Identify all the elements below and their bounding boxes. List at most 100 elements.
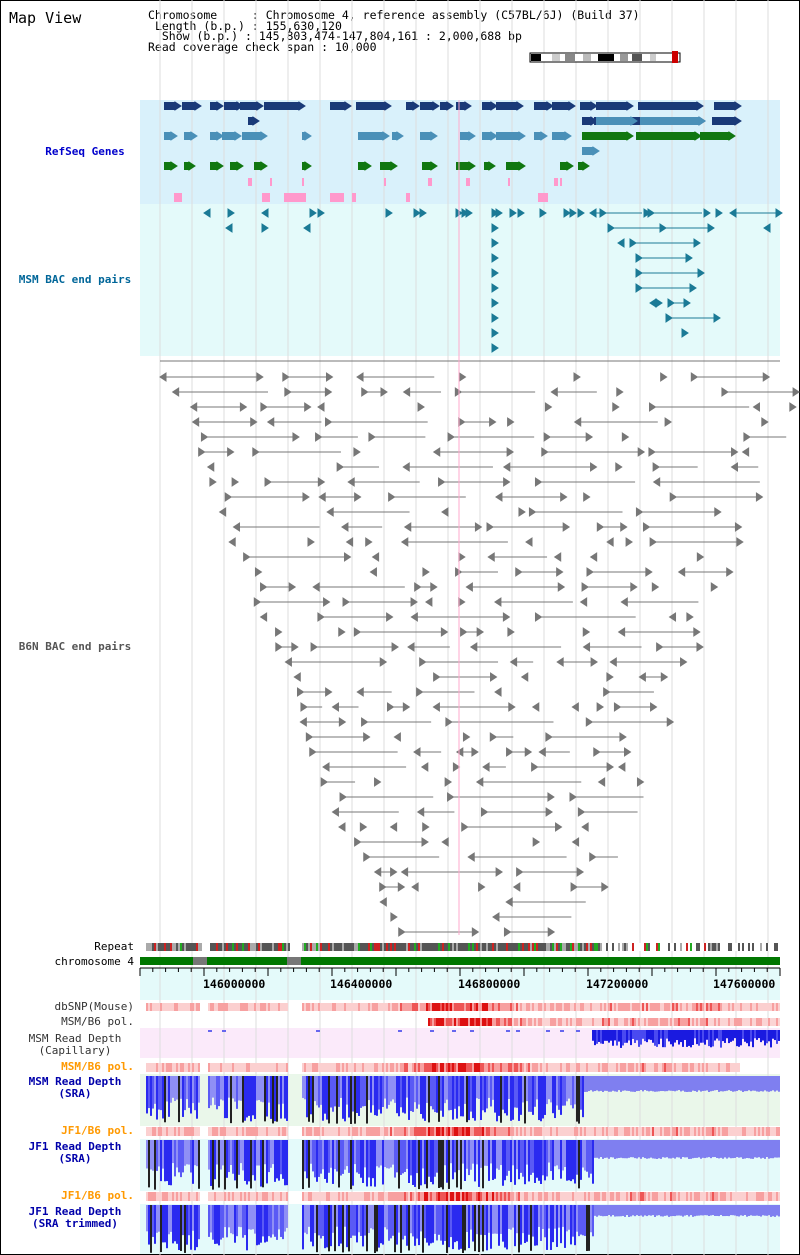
depth-bar <box>424 1140 426 1185</box>
heat-cell <box>678 1018 680 1026</box>
depth-bar <box>776 1076 778 1091</box>
gene-feature <box>248 117 254 125</box>
depth-bar <box>154 1205 156 1244</box>
depth-bar <box>612 1140 614 1158</box>
chromosome-ideogram[interactable] <box>529 51 681 63</box>
bac-end-icon <box>502 462 511 472</box>
heat-cell <box>710 1003 712 1011</box>
heat-cell <box>422 1063 424 1072</box>
gene-strand-icon <box>364 161 372 171</box>
b6n-bac-features[interactable] <box>159 360 800 937</box>
heat-cell <box>680 1127 682 1136</box>
depth-bar <box>620 1140 622 1158</box>
depth-bar <box>276 1205 278 1240</box>
refseq-gene-features[interactable] <box>164 101 742 202</box>
depth-bar <box>604 1076 606 1091</box>
heat-cell <box>458 1192 460 1201</box>
heat-cell <box>348 1003 350 1011</box>
heat-cell <box>726 1003 728 1011</box>
repeat-mark <box>478 943 480 951</box>
map-title: Map View <box>9 9 82 27</box>
heat-cell <box>356 1192 358 1201</box>
bac-end-icon <box>503 927 512 937</box>
heat-cell <box>546 1003 548 1011</box>
heat-cell <box>590 1127 592 1136</box>
depth-bar <box>628 1076 630 1091</box>
heat-cell <box>268 1127 270 1136</box>
heat-cell <box>164 1192 166 1201</box>
heat-cell <box>716 1192 718 1201</box>
depth-bar <box>446 1205 448 1253</box>
gene-strand-icon <box>490 101 498 111</box>
heat-cell <box>490 1063 492 1072</box>
heat-cell <box>458 1127 460 1136</box>
depth-bar <box>258 1205 260 1245</box>
heat-cell <box>550 1003 552 1011</box>
msm-bac-label[interactable]: MSM BAC end pairs <box>18 273 132 286</box>
heat-cell <box>454 1003 456 1011</box>
heat-cell <box>524 1003 526 1011</box>
bac-end-icon <box>458 597 466 607</box>
heat-cell <box>460 1063 462 1072</box>
depth-bar <box>408 1076 410 1120</box>
depth-bar <box>770 1140 772 1159</box>
depth-bar <box>370 1205 372 1229</box>
bac-end-icon <box>421 837 429 847</box>
heat-cell <box>378 1192 380 1201</box>
repeat-mark <box>258 943 260 951</box>
bac-end-icon <box>379 897 387 907</box>
heat-cell <box>444 1127 446 1136</box>
depth-bar <box>632 1076 634 1092</box>
depth-bar <box>232 1140 234 1174</box>
depth-bar <box>486 1076 488 1109</box>
repeat-mark <box>190 943 192 951</box>
depth-bar <box>416 1205 418 1239</box>
heat-cell <box>368 1192 370 1201</box>
depth-bar <box>178 1140 180 1173</box>
heat-cell <box>724 1003 726 1011</box>
depth-bar <box>592 1205 594 1237</box>
heat-cell <box>376 1003 378 1011</box>
heat-cell <box>360 1003 362 1011</box>
bac-end-icon <box>419 657 427 667</box>
heat-cell <box>650 1127 652 1136</box>
heat-cell <box>470 1018 472 1026</box>
depth-bar <box>452 1030 456 1032</box>
heat-cell <box>726 1192 728 1201</box>
b6n-bac-label[interactable]: B6N BAC end pairs <box>18 640 132 653</box>
heat-cell <box>366 1003 368 1011</box>
heat-cell <box>230 1003 232 1011</box>
msm-bac-features[interactable] <box>203 208 783 353</box>
gene-feature <box>210 102 218 110</box>
refseq-genes-label[interactable]: RefSeq Genes <box>45 145 125 158</box>
depth-bar <box>622 1030 624 1046</box>
heat-cell <box>564 1063 566 1072</box>
polymorphism-heat-tracks <box>146 1003 780 1201</box>
heat-cell <box>274 1063 276 1072</box>
bac-end-icon <box>465 582 473 592</box>
bac-end-icon <box>302 492 310 502</box>
gene-strand-icon <box>592 146 600 156</box>
repeat-mark <box>212 943 214 951</box>
heat-cell <box>428 1063 430 1072</box>
heat-cell <box>350 1192 352 1201</box>
repeat-mark <box>216 943 218 951</box>
heat-cell <box>310 1127 312 1136</box>
bac-end-icon <box>506 747 514 757</box>
depth-bar <box>322 1076 324 1121</box>
depth-bar <box>352 1140 354 1186</box>
depth-bar <box>408 1140 410 1183</box>
repeat-mark <box>776 943 778 951</box>
heat-cell <box>302 1192 304 1201</box>
depth-bar <box>186 1076 188 1100</box>
heat-cell <box>600 1003 602 1011</box>
heat-cell <box>376 1192 378 1201</box>
depth-bar <box>698 1076 700 1091</box>
depth-bar <box>574 1140 576 1184</box>
heat-cell <box>580 1018 582 1026</box>
depth-bar <box>282 1076 284 1104</box>
bac-end-icon <box>563 208 571 218</box>
depth-bar <box>478 1076 480 1099</box>
repeat-mark <box>548 943 550 951</box>
